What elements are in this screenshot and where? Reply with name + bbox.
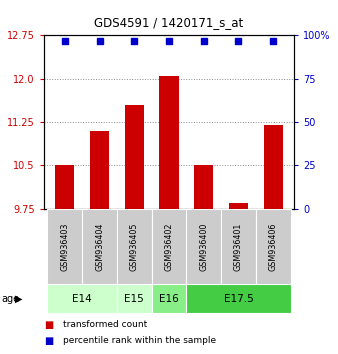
Bar	[125, 105, 144, 209]
Text: transformed count: transformed count	[63, 320, 147, 330]
Text: GSM936400: GSM936400	[199, 223, 208, 271]
Text: ■: ■	[44, 320, 53, 330]
Text: GSM936405: GSM936405	[130, 223, 139, 271]
Text: age: age	[2, 294, 20, 304]
Text: percentile rank within the sample: percentile rank within the sample	[63, 336, 216, 345]
Text: ▶: ▶	[15, 294, 23, 304]
Text: E17.5: E17.5	[224, 294, 254, 304]
Text: GSM936406: GSM936406	[269, 223, 278, 271]
Text: E14: E14	[72, 294, 92, 304]
Bar	[47, 209, 82, 285]
Bar	[229, 203, 248, 209]
Bar	[194, 166, 213, 209]
Bar	[152, 209, 186, 285]
Text: ■: ■	[44, 336, 53, 346]
Bar	[55, 166, 74, 209]
Bar	[47, 284, 117, 313]
Bar	[221, 209, 256, 285]
Bar	[82, 209, 117, 285]
Bar	[186, 284, 291, 313]
Bar	[152, 284, 186, 313]
Text: GSM936404: GSM936404	[95, 223, 104, 271]
Text: GSM936403: GSM936403	[60, 223, 69, 271]
Bar	[186, 209, 221, 285]
Text: E15: E15	[124, 294, 144, 304]
Text: E16: E16	[159, 294, 179, 304]
Bar	[256, 209, 291, 285]
Bar	[117, 209, 152, 285]
Bar	[90, 131, 109, 209]
Text: GDS4591 / 1420171_s_at: GDS4591 / 1420171_s_at	[94, 16, 244, 29]
Text: GSM936402: GSM936402	[165, 223, 173, 271]
Text: GSM936401: GSM936401	[234, 223, 243, 271]
Bar	[117, 284, 152, 313]
Bar	[264, 125, 283, 209]
Bar	[160, 76, 178, 209]
